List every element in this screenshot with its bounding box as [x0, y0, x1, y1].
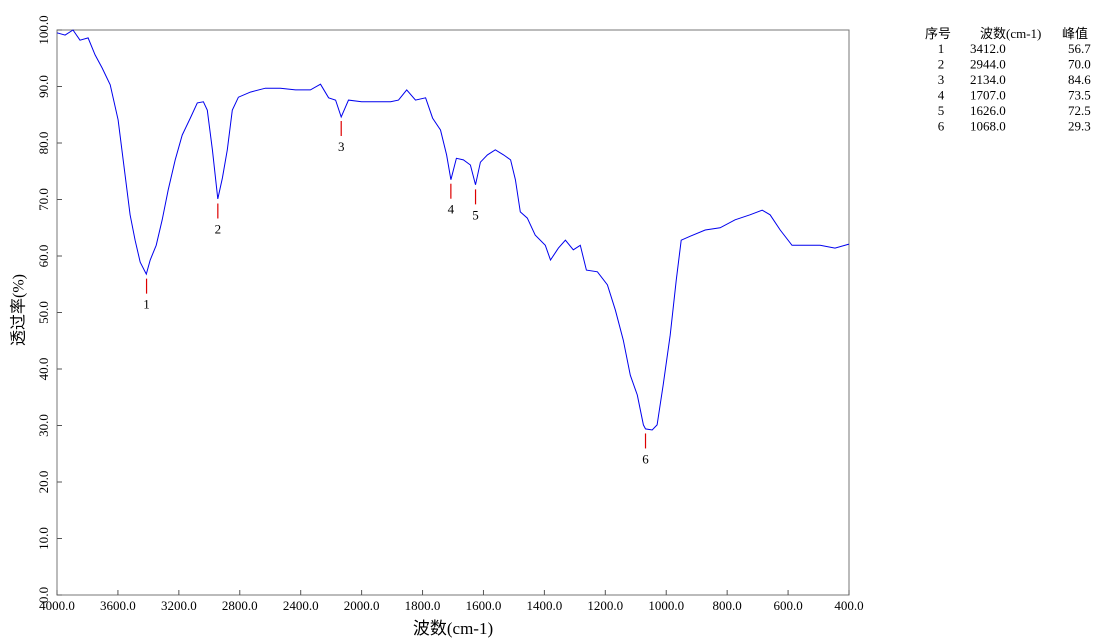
x-tick-label: 1800.0	[405, 598, 441, 613]
spectrum-line	[56, 29, 850, 431]
y-tick-label: 0.0	[36, 587, 51, 603]
x-tick-label: 4000.0	[39, 598, 75, 613]
table-value: 29.3	[1068, 118, 1091, 133]
y-tick-label: 30.0	[36, 414, 51, 437]
table-id: 6	[938, 118, 945, 133]
table-id: 2	[938, 56, 945, 71]
x-tick-label: 1600.0	[466, 598, 502, 613]
table-wavenumber: 1707.0	[970, 87, 1006, 102]
y-tick-label: 90.0	[36, 75, 51, 98]
y-tick-label: 40.0	[36, 358, 51, 381]
y-tick-label: 100.0	[36, 15, 51, 44]
table-id: 3	[938, 72, 945, 87]
table-value: 73.5	[1068, 87, 1091, 102]
peak-label: 5	[472, 207, 479, 222]
x-tick-label: 2000.0	[344, 598, 380, 613]
peak-label: 2	[215, 221, 222, 236]
y-tick-label: 60.0	[36, 245, 51, 268]
table-value: 70.0	[1068, 56, 1091, 71]
peak-label: 4	[448, 202, 455, 217]
peak-table: 序号 波数(cm-1) 峰值 1 3412.0 56.7 2 2944.0 70.0 3 21…	[925, 26, 1091, 134]
table-header: 序号	[925, 26, 951, 41]
y-tick-label: 80.0	[36, 132, 51, 155]
table-header: 峰值	[1062, 26, 1088, 41]
x-tick-label: 2400.0	[283, 598, 319, 613]
table-value: 72.5	[1068, 103, 1091, 118]
table-value: 84.6	[1068, 72, 1091, 87]
y-tick-label: 10.0	[36, 527, 51, 550]
x-tick-label: 1400.0	[527, 598, 563, 613]
peak-label: 3	[338, 139, 345, 154]
table-wavenumber: 2944.0	[970, 56, 1006, 71]
peak-label: 1	[143, 297, 150, 312]
y-tick-label: 20.0	[36, 471, 51, 494]
table-header: 波数(cm-1)	[980, 26, 1041, 41]
plot-frame	[56, 29, 850, 596]
table-value: 56.7	[1068, 41, 1091, 56]
x-tick-label: 600.0	[773, 598, 802, 613]
x-tick-label: 1200.0	[587, 598, 623, 613]
x-tick-label: 3600.0	[100, 598, 136, 613]
x-axis-title: 波数(cm-1)	[413, 619, 493, 638]
x-tick-label: 3200.0	[161, 598, 197, 613]
peak-label: 6	[642, 451, 649, 466]
table-wavenumber: 3412.0	[970, 41, 1006, 56]
y-tick-label: 70.0	[36, 188, 51, 211]
table-wavenumber: 2134.0	[970, 72, 1006, 87]
y-axis-title: 透过率(%)	[10, 274, 28, 346]
x-tick-label: 2800.0	[222, 598, 258, 613]
y-tick-label: 50.0	[36, 301, 51, 324]
table-id: 4	[938, 87, 945, 102]
table-id: 5	[938, 103, 945, 118]
x-tick-label: 800.0	[713, 598, 742, 613]
x-tick-label: 400.0	[834, 598, 863, 613]
table-wavenumber: 1068.0	[970, 118, 1006, 133]
x-tick-label: 1000.0	[648, 598, 684, 613]
table-id: 1	[938, 41, 945, 56]
table-wavenumber: 1626.0	[970, 103, 1006, 118]
